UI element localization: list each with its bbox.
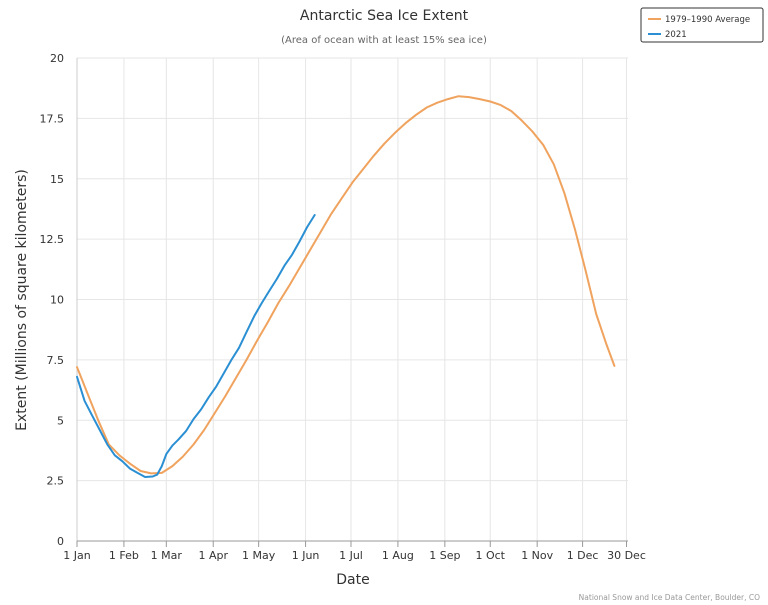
- legend-label: 1979–1990 Average: [665, 15, 750, 25]
- series-line-1: [76, 214, 316, 478]
- series-line-0: [76, 95, 616, 475]
- legend-label: 2021: [665, 30, 687, 40]
- x-tick-label: 1 Apr: [198, 549, 228, 562]
- series-lines: [76, 95, 616, 478]
- y-tick-label: 10: [50, 294, 64, 307]
- y-axis-label: Extent (Millions of square kilometers): [14, 169, 30, 431]
- x-tick-label: 1 Jan: [63, 549, 90, 562]
- x-tick-label: 30 Dec: [607, 549, 646, 562]
- x-tick-label: 1 Nov: [521, 549, 553, 562]
- chart-title: Antarctic Sea Ice Extent: [300, 8, 469, 24]
- x-tick-label: 1 May: [242, 549, 276, 562]
- legend: 1979–1990 Average 2021: [640, 7, 764, 43]
- y-tick-label: 20: [50, 52, 64, 65]
- x-tick-label: 1 Feb: [109, 549, 139, 562]
- y-tick-label: 15: [50, 173, 64, 186]
- y-tick-label: 7.5: [47, 354, 65, 367]
- x-tick-label: 1 Oct: [475, 549, 505, 562]
- y-tick-label: 0: [57, 535, 64, 548]
- gridlines: [77, 57, 628, 541]
- y-tick-labels: 0 2.5 5 7.5 10 12.5 15 17.5 20: [40, 52, 65, 548]
- x-tick-label: 1 Aug: [382, 549, 414, 562]
- x-tick-label: 1 Jul: [339, 549, 363, 562]
- x-tick-label: 1 Jun: [292, 549, 320, 562]
- chart-subtitle: (Area of ocean with at least 15% sea ice…: [281, 35, 487, 46]
- y-tick-label: 12.5: [40, 233, 65, 246]
- y-tick-label: 5: [57, 414, 64, 427]
- axes: [76, 58, 628, 547]
- y-tick-label: 17.5: [40, 112, 65, 125]
- x-tick-label: 1 Mar: [151, 549, 183, 562]
- x-axis-label: Date: [336, 572, 369, 588]
- legend-box: [640, 7, 764, 43]
- y-tick-label: 2.5: [47, 475, 65, 488]
- x-tick-label: 1 Sep: [429, 549, 460, 562]
- x-tick-labels: 1 Jan 1 Feb 1 Mar 1 Apr 1 May 1 Jun 1 Jul 1 Aug…: [63, 549, 646, 562]
- credit-text: National Snow and Ice Data Center, Bould…: [579, 593, 760, 602]
- x-tick-label: 1 Dec: [567, 549, 599, 562]
